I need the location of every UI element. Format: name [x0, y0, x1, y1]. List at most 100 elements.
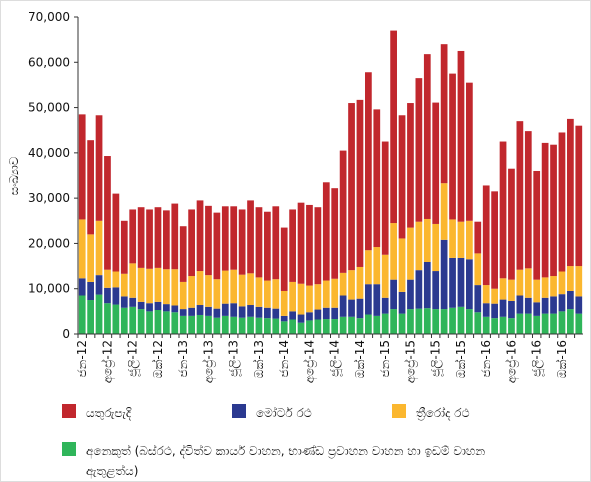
bar-segment [407, 309, 414, 334]
bar-segment [179, 315, 187, 334]
x-tick-label: ජන-13 [176, 340, 190, 377]
bar-segment [482, 185, 490, 286]
bar-segment [516, 313, 524, 334]
bar-segment [205, 275, 212, 307]
x-tick-label: අප්‍රේ-16 [504, 340, 519, 383]
bar-segment [390, 223, 397, 280]
bar-segment [205, 315, 212, 334]
x-tick-label: අප්‍රේ-15 [403, 340, 418, 383]
bar-segment [78, 219, 86, 279]
bar-segment [221, 206, 229, 271]
bar-segment [163, 304, 170, 312]
bar-segment [280, 321, 288, 334]
bar-segment [322, 319, 330, 334]
bar-segment [247, 305, 254, 317]
bar-segment [120, 273, 128, 297]
bar-segment [238, 306, 246, 318]
bar-segment [289, 281, 296, 312]
bar-segment [146, 303, 153, 312]
bar-segment [137, 207, 145, 268]
bar-segment [524, 297, 532, 314]
bar-segment [179, 309, 187, 316]
legend-item: මෝටර් රථ [232, 403, 382, 423]
legend-item: යතුරුපැදි [62, 403, 212, 423]
bar-segment [95, 294, 103, 334]
legend-item: ත්‍රීරෝද රථ [392, 403, 572, 423]
bar-segment [339, 316, 347, 334]
bar-segment [154, 207, 162, 268]
bar-segment [398, 313, 406, 334]
bar-segment [491, 288, 498, 304]
bar-segment [365, 314, 372, 334]
bar-segment [87, 300, 94, 334]
y-tick-label: 60,000 [28, 55, 70, 69]
legend-item: අනෙකුත් (බස්රථ, ද්විත්ව කාර්ය වාහන, භාණ්… [62, 441, 532, 481]
bar-segment [558, 132, 566, 272]
bar-segment [356, 298, 364, 319]
bar-segment [508, 318, 515, 334]
bar-segment [524, 313, 532, 334]
bar-segment [171, 305, 179, 313]
bar-segment [373, 109, 381, 248]
bar-segment [314, 319, 322, 334]
bar-segment [398, 115, 406, 239]
bar-segment [381, 254, 389, 298]
bar-segment [264, 318, 271, 334]
bar-segment [550, 144, 557, 277]
bar-segment [415, 308, 423, 334]
bar-segment [297, 202, 305, 284]
bar-segment [112, 287, 120, 305]
bar-segment [331, 188, 339, 279]
bar-segment [491, 303, 498, 319]
bar-segment [179, 226, 187, 282]
bar-segment [457, 306, 465, 334]
bar-segment [466, 309, 473, 334]
bar-segment [129, 306, 137, 334]
bar-segment [297, 283, 305, 315]
bar-segment [356, 266, 364, 299]
bar-segment [297, 322, 305, 334]
bar-segment [272, 318, 280, 334]
bar-segment [373, 247, 381, 285]
bar-segment [196, 305, 204, 315]
bar-segment [272, 206, 280, 280]
bar-segment [87, 281, 94, 301]
bar-segment [314, 284, 322, 310]
bar-segment [575, 266, 583, 297]
bar-segment [348, 316, 355, 334]
bar-segment [314, 309, 322, 320]
bar-segment [533, 315, 541, 334]
legend-label: අනෙකුත් (බස්රථ, ද්විත්ව කාර්ය වාහන, භාණ්… [86, 444, 486, 478]
bar-segment [171, 312, 179, 334]
legend-label: යතුරුපැදි [86, 406, 132, 420]
bar-segment [432, 271, 440, 310]
bar-segment [390, 279, 397, 310]
bar-segment [221, 303, 229, 316]
bar-segment [415, 78, 423, 222]
bar-segment [440, 44, 448, 184]
bar-segment [104, 303, 111, 334]
bar-segment [365, 72, 372, 251]
bar-segment [154, 309, 162, 334]
bar-segment [238, 209, 246, 275]
bar-segment [163, 269, 170, 305]
bar-segment [112, 193, 120, 272]
bar-segment [230, 316, 238, 334]
bar-segment [137, 309, 145, 334]
x-tick-label: අප්‍රේ-13 [201, 340, 216, 383]
bar-segment [575, 296, 583, 314]
bar-segment [306, 312, 313, 321]
bar-segment [213, 308, 221, 318]
bar-segment [331, 278, 339, 308]
bar-segment [449, 219, 456, 258]
bar-segment [104, 269, 111, 288]
bar-segment [575, 313, 583, 334]
bar-segment [432, 309, 440, 334]
bar-segment [407, 227, 414, 280]
bar-segment [339, 295, 347, 317]
y-tick-label: 10,000 [28, 282, 70, 296]
bar-segment [255, 317, 263, 334]
bar-segment [381, 297, 389, 314]
bar-segment [508, 168, 515, 280]
